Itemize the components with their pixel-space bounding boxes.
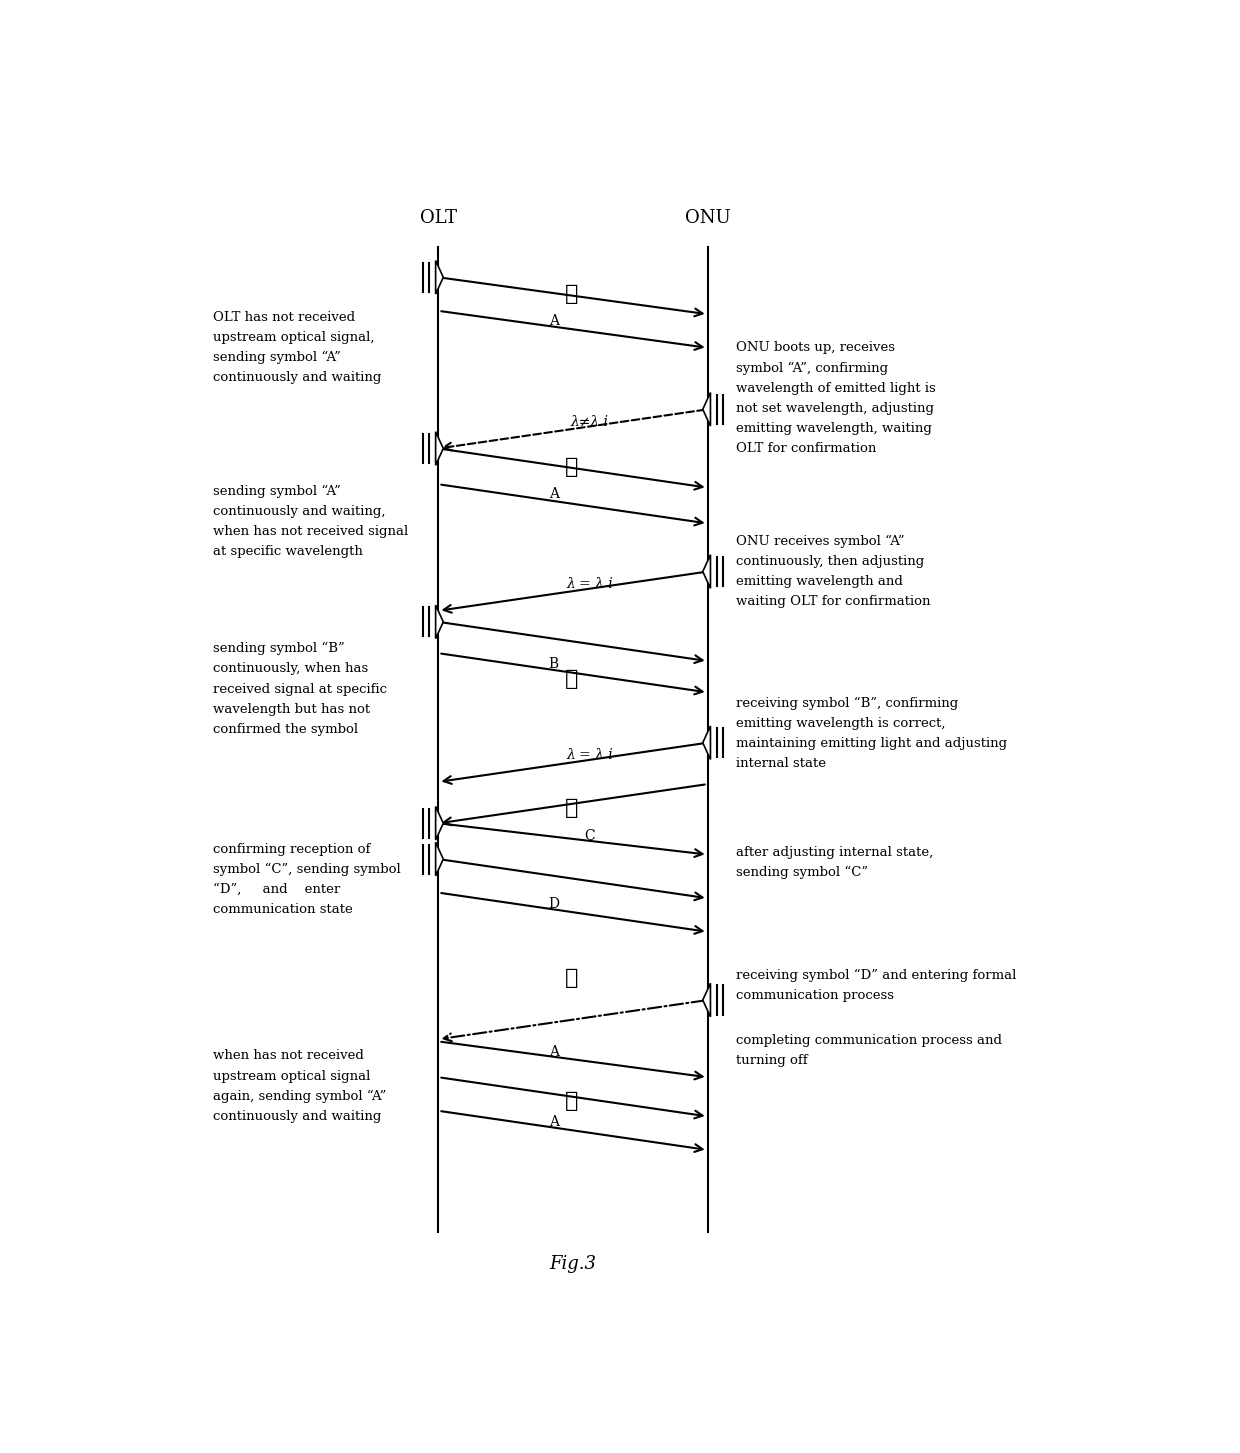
Text: A: A — [549, 487, 559, 501]
Text: continuously, when has: continuously, when has — [213, 663, 368, 676]
Text: λ = λ i: λ = λ i — [565, 577, 613, 591]
Polygon shape — [435, 260, 444, 294]
Text: B: B — [549, 657, 559, 671]
Polygon shape — [703, 984, 711, 1017]
Text: C: C — [584, 828, 595, 843]
Text: wavelength but has not: wavelength but has not — [213, 703, 370, 716]
Text: confirmed the symbol: confirmed the symbol — [213, 722, 358, 735]
Text: ⋮: ⋮ — [564, 283, 578, 305]
Text: turning off: turning off — [737, 1053, 808, 1067]
Text: continuously and waiting: continuously and waiting — [213, 372, 381, 385]
Text: D: D — [548, 897, 559, 911]
Text: continuously and waiting: continuously and waiting — [213, 1110, 381, 1123]
Text: sending symbol “A”: sending symbol “A” — [213, 352, 341, 365]
Polygon shape — [703, 555, 711, 588]
Text: Fig.3: Fig.3 — [549, 1255, 596, 1273]
Text: after adjusting internal state,: after adjusting internal state, — [737, 846, 934, 859]
Text: ONU: ONU — [684, 209, 730, 227]
Text: A: A — [549, 1045, 559, 1058]
Text: maintaining emitting light and adjusting: maintaining emitting light and adjusting — [737, 737, 1008, 750]
Polygon shape — [435, 432, 444, 465]
Text: when has not received: when has not received — [213, 1049, 363, 1062]
Text: at specific wavelength: at specific wavelength — [213, 545, 362, 558]
Text: communication process: communication process — [737, 989, 894, 1003]
Text: again, sending symbol “A”: again, sending symbol “A” — [213, 1090, 386, 1103]
Text: waiting OLT for confirmation: waiting OLT for confirmation — [737, 596, 931, 609]
Text: ⋮: ⋮ — [564, 668, 578, 690]
Text: completing communication process and: completing communication process and — [737, 1035, 1002, 1046]
Text: ONU boots up, receives: ONU boots up, receives — [737, 341, 895, 355]
Text: ⋮: ⋮ — [564, 456, 578, 478]
Text: receiving symbol “B”, confirming: receiving symbol “B”, confirming — [737, 697, 959, 711]
Polygon shape — [435, 806, 444, 840]
Text: OLT for confirmation: OLT for confirmation — [737, 442, 877, 455]
Text: A: A — [549, 314, 559, 328]
Text: continuously, then adjusting: continuously, then adjusting — [737, 555, 925, 568]
Text: symbol “A”, confirming: symbol “A”, confirming — [737, 362, 889, 375]
Text: received signal at specific: received signal at specific — [213, 683, 387, 696]
Text: receiving symbol “D” and entering formal: receiving symbol “D” and entering formal — [737, 969, 1017, 982]
Text: wavelength of emitted light is: wavelength of emitted light is — [737, 382, 936, 395]
Polygon shape — [435, 604, 444, 639]
Text: continuously and waiting,: continuously and waiting, — [213, 504, 386, 517]
Polygon shape — [703, 726, 711, 760]
Text: emitting wavelength is correct,: emitting wavelength is correct, — [737, 718, 946, 731]
Text: communication state: communication state — [213, 902, 352, 915]
Polygon shape — [435, 843, 444, 876]
Text: symbol “C”, sending symbol: symbol “C”, sending symbol — [213, 863, 401, 876]
Text: OLT has not received: OLT has not received — [213, 311, 355, 324]
Text: emitting wavelength and: emitting wavelength and — [737, 575, 903, 588]
Text: confirming reception of: confirming reception of — [213, 843, 370, 856]
Text: A: A — [549, 1114, 559, 1129]
Text: ⋮: ⋮ — [564, 1090, 578, 1112]
Text: ONU receives symbol “A”: ONU receives symbol “A” — [737, 535, 905, 548]
Text: internal state: internal state — [737, 757, 826, 770]
Text: λ≠λ i: λ≠λ i — [570, 414, 609, 429]
Text: “D”,     and    enter: “D”, and enter — [213, 883, 340, 897]
Text: λ = λ i: λ = λ i — [565, 748, 613, 761]
Text: OLT: OLT — [420, 209, 458, 227]
Text: not set wavelength, adjusting: not set wavelength, adjusting — [737, 401, 935, 414]
Text: sending symbol “B”: sending symbol “B” — [213, 642, 345, 655]
Text: emitting wavelength, waiting: emitting wavelength, waiting — [737, 421, 932, 434]
Text: sending symbol “A”: sending symbol “A” — [213, 484, 341, 497]
Text: upstream optical signal: upstream optical signal — [213, 1069, 370, 1082]
Polygon shape — [703, 392, 711, 426]
Text: upstream optical signal,: upstream optical signal, — [213, 331, 374, 344]
Text: sending symbol “C”: sending symbol “C” — [737, 866, 868, 879]
Text: ⋮: ⋮ — [564, 796, 578, 818]
Text: ⋮: ⋮ — [564, 966, 578, 988]
Text: when has not received signal: when has not received signal — [213, 525, 408, 538]
